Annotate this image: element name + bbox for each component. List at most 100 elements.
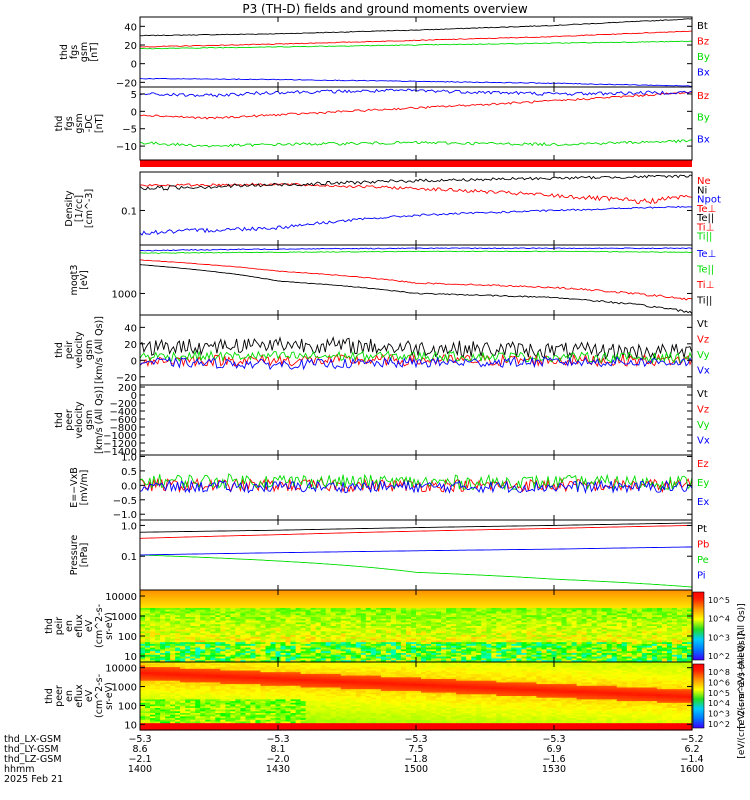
spectrogram-cell (651, 613, 658, 616)
spectrogram-cell (265, 660, 272, 663)
spectrogram-cell (606, 654, 613, 658)
spectrogram-cell (631, 660, 638, 663)
spectrogram-cell (245, 617, 251, 620)
spectrogram-cell (591, 662, 598, 665)
spectrogram-cell (390, 599, 397, 602)
spectrogram-cell (385, 629, 392, 632)
spectrogram-cell (436, 651, 442, 654)
spectrogram-cell (375, 602, 382, 605)
spectrogram-cell (546, 629, 553, 632)
spectrogram-cell (350, 622, 357, 625)
spectrogram-cell (646, 638, 653, 641)
spectrogram-cell (626, 631, 633, 634)
spectrogram-cell (280, 602, 287, 605)
spectrogram-cell (340, 626, 347, 629)
spectrogram-cell (631, 609, 638, 613)
spectrogram-cell (591, 595, 598, 598)
spectrogram-cell (360, 636, 367, 640)
spectrogram-cell (230, 618, 236, 622)
spectrogram-cell (215, 600, 221, 604)
spectrogram-cell (160, 604, 166, 607)
spectrogram-cell (611, 654, 618, 658)
spectrogram-cell (531, 633, 537, 636)
spectrogram-cell (666, 595, 673, 598)
spectrogram-cell (466, 658, 472, 661)
spectrogram-cell (581, 608, 588, 611)
spectrogram-cell (200, 613, 206, 616)
spectrogram-cell (466, 660, 472, 663)
spectrogram-cell (215, 665, 221, 668)
spectrogram-cell (300, 617, 307, 620)
spectrogram-cell (471, 649, 477, 652)
spectrogram-cell (320, 608, 327, 611)
spectrogram-cell (626, 602, 633, 605)
legend-label-Npot: Npot (697, 195, 721, 206)
spectrogram-cell (591, 617, 598, 620)
spectrogram-cell (160, 653, 166, 656)
spectrogram-cell (285, 627, 292, 631)
spectrogram-cell (656, 638, 663, 641)
spectrogram-cell (380, 635, 387, 638)
spectrogram-cell (385, 653, 392, 656)
spectrogram-cell (506, 656, 512, 659)
spectrogram-cell (621, 665, 628, 668)
spectrogram-cell (280, 638, 287, 641)
spectrogram-cell (456, 663, 462, 666)
spectrogram-cell (586, 663, 593, 666)
spectrogram-cell (621, 631, 628, 634)
spectrogram-cell (491, 620, 497, 623)
spectrogram-cell (626, 638, 633, 641)
spectrogram-cell (531, 645, 537, 649)
spectrogram-cell (651, 591, 658, 595)
spectrogram-cell (606, 591, 613, 595)
spectrogram-cell (566, 663, 573, 666)
spectrogram-cell (235, 620, 241, 623)
spectrogram-cell (155, 642, 161, 645)
spectrogram-cell (155, 636, 161, 640)
spectrogram-cell (661, 640, 668, 643)
spectrogram-cell (491, 618, 497, 622)
spectrogram-cell (240, 638, 246, 641)
spectrogram-cell (245, 636, 251, 640)
spectrogram-cell (400, 617, 407, 620)
spectrogram-cell (561, 604, 568, 607)
spectrogram-cell (576, 613, 583, 616)
spectrogram-cell (506, 624, 512, 627)
spectrogram-cell (461, 626, 467, 629)
spectrogram-cell (360, 609, 367, 613)
spectrogram-cell (586, 654, 593, 658)
spectrogram-cell (631, 620, 638, 623)
spectrogram-cell (621, 627, 628, 631)
spectrogram-cell (451, 604, 457, 607)
spectrogram-cell (556, 597, 563, 600)
spectrogram-cell (170, 597, 176, 600)
spectrogram-cell (145, 606, 151, 609)
spectrogram-cell (526, 636, 532, 640)
spectrogram-cell (320, 615, 327, 618)
spectrogram-cell (390, 606, 397, 609)
spectrogram-cell (180, 640, 186, 643)
spectrogram-cell (320, 627, 327, 631)
spectrogram-cell (355, 618, 362, 622)
spectrogram-cell (315, 629, 322, 632)
spectrogram-cell (636, 651, 643, 654)
spectrogram-cell (295, 591, 302, 595)
spectrogram-cell (340, 647, 347, 650)
spectrogram-cell (195, 615, 201, 618)
spectrogram-cell (541, 653, 548, 656)
spectrogram-cell (461, 609, 467, 613)
spectrogram-cell (626, 613, 633, 616)
spectrogram-cell (300, 615, 307, 618)
spectrogram-cell (285, 662, 292, 665)
spectrogram-cell (546, 622, 553, 625)
spectrogram-cell (360, 622, 367, 625)
spectrogram-cell (255, 620, 261, 623)
spectrogram-cell (350, 656, 357, 659)
spectrogram-cell (365, 602, 372, 605)
spectrogram-cell (305, 622, 312, 625)
spectrogram-cell (365, 624, 372, 627)
spectrogram-cell (285, 642, 292, 645)
spectrogram-cell (586, 617, 593, 620)
spectrogram-cell (471, 663, 477, 666)
